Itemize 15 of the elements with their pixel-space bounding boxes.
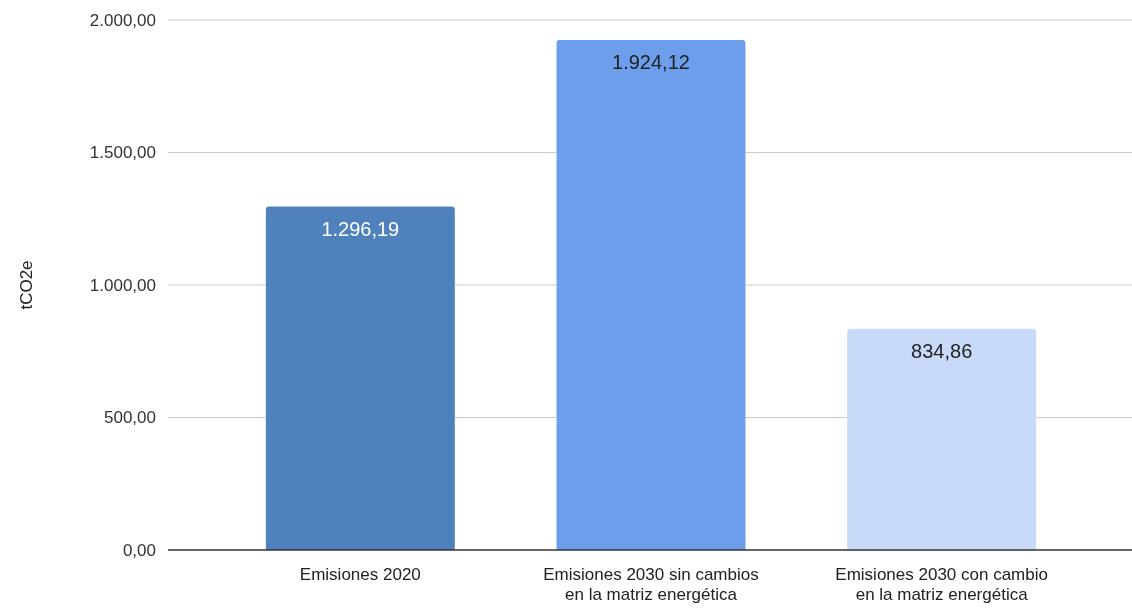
bar bbox=[556, 40, 746, 550]
bar bbox=[265, 206, 455, 550]
y-tick-label: 2.000,00 bbox=[89, 10, 156, 30]
x-tick-label: Emisiones 2030 con cambio en la matriz energética bbox=[835, 565, 1048, 604]
x-tick-label: Emisiones 2020 bbox=[299, 565, 421, 584]
data-label: 1.924,12 bbox=[612, 51, 690, 74]
y-axis-title: tCO2e bbox=[16, 260, 36, 310]
data-label: 834,86 bbox=[911, 339, 973, 362]
y-tick-label: 1.500,00 bbox=[89, 143, 156, 163]
x-tick-label: Emisiones 2030 sin cambios en la matriz energética bbox=[543, 565, 759, 604]
y-tick-label: 0,00 bbox=[122, 540, 156, 560]
y-tick-label: 500,00 bbox=[104, 408, 156, 428]
bar bbox=[847, 328, 1037, 550]
y-tick-label: 1.000,00 bbox=[89, 275, 156, 295]
data-label: 1.296,19 bbox=[321, 217, 400, 240]
